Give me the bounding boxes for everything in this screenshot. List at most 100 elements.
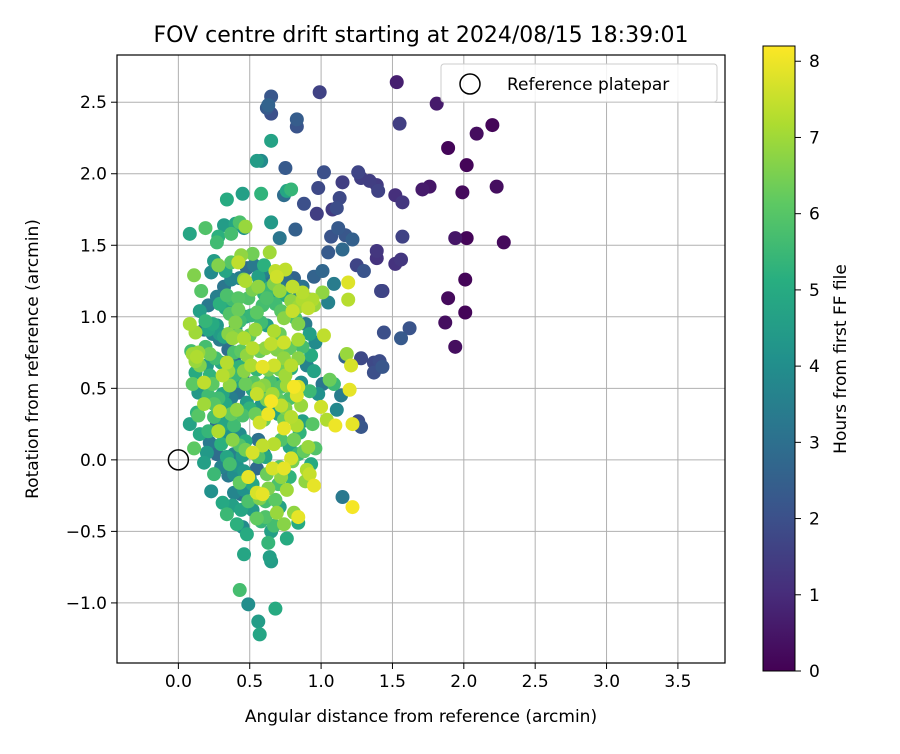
data-point — [276, 335, 291, 350]
data-point — [231, 255, 246, 270]
plot-frame — [116, 54, 726, 664]
data-point — [212, 404, 227, 419]
data-point — [248, 322, 263, 337]
data-point — [191, 408, 206, 423]
data-point — [374, 284, 389, 299]
data-point — [238, 377, 253, 392]
colorbar-tick-label: 3 — [809, 433, 820, 453]
colorbar-tick-label: 8 — [809, 52, 820, 72]
data-point — [276, 517, 291, 532]
data-point — [316, 165, 331, 180]
data-point — [458, 305, 473, 320]
data-point — [215, 368, 230, 383]
data-point — [187, 441, 202, 456]
data-point — [228, 315, 243, 330]
data-point — [269, 269, 284, 284]
data-point — [496, 235, 511, 250]
data-point — [394, 252, 409, 267]
data-point — [351, 165, 366, 180]
data-point — [392, 116, 407, 131]
data-point — [459, 158, 474, 173]
data-point — [209, 235, 224, 250]
data-point — [225, 432, 240, 447]
y-tick-label: 2.5 — [80, 93, 107, 113]
data-point — [278, 161, 293, 176]
data-point — [182, 226, 197, 241]
data-point — [304, 348, 319, 363]
data-point — [266, 324, 281, 339]
data-point — [394, 331, 409, 346]
data-point — [185, 377, 200, 392]
data-point — [245, 341, 260, 356]
data-point — [341, 292, 356, 307]
data-point — [264, 394, 279, 409]
data-point — [485, 118, 500, 133]
data-point — [255, 438, 270, 453]
data-point — [187, 268, 202, 283]
colorbar-gradient — [762, 45, 796, 672]
x-axis-label: Angular distance from reference (arcmin) — [245, 707, 597, 727]
y-tick-label: 0.5 — [80, 379, 107, 399]
data-point — [211, 258, 226, 273]
data-point — [197, 397, 212, 412]
data-point — [198, 314, 213, 329]
data-point — [301, 301, 316, 316]
data-point — [448, 231, 463, 246]
colorbar-tick-label: 6 — [809, 205, 820, 225]
data-point — [202, 346, 217, 361]
y-tick-label: 1.5 — [80, 236, 107, 256]
data-point — [345, 500, 360, 515]
data-point — [194, 284, 209, 299]
data-point — [261, 535, 276, 550]
data-point — [306, 364, 321, 379]
data-point — [402, 321, 417, 336]
legend-box — [440, 63, 718, 103]
data-point — [415, 182, 430, 197]
data-point — [182, 316, 197, 331]
data-point — [225, 331, 240, 346]
data-point — [197, 375, 212, 390]
data-point — [291, 332, 306, 347]
data-point — [329, 201, 344, 216]
data-point — [269, 505, 284, 520]
data-point — [284, 358, 299, 373]
reference-marker — [167, 449, 190, 471]
data-point — [341, 275, 356, 290]
colorbar-tick-label: 1 — [809, 586, 820, 606]
data-points — [182, 75, 511, 642]
data-point — [312, 85, 327, 100]
x-tick-label: 1.0 — [308, 672, 335, 692]
data-point — [286, 379, 301, 394]
data-point — [286, 432, 301, 447]
data-point — [237, 547, 252, 562]
data-point — [369, 243, 384, 258]
data-point — [251, 269, 266, 284]
data-point — [316, 328, 331, 343]
data-point — [259, 291, 274, 306]
data-point — [215, 495, 230, 510]
data-point — [266, 358, 281, 373]
y-tick-label: 1.0 — [80, 308, 107, 328]
data-point — [224, 226, 239, 241]
data-point — [222, 378, 237, 393]
data-point — [264, 215, 279, 230]
data-point — [237, 331, 252, 346]
data-point — [331, 221, 346, 236]
y-tick-label: 0.0 — [80, 451, 107, 471]
chart-title: FOV centre drift starting at 2024/08/15 … — [154, 23, 689, 48]
data-point — [285, 304, 300, 319]
data-point — [335, 175, 350, 190]
y-tick-label: 2.0 — [80, 165, 107, 185]
data-point — [448, 339, 463, 354]
data-point — [375, 359, 390, 374]
data-point — [296, 196, 311, 211]
data-point — [235, 186, 250, 201]
x-tick-label: 3.0 — [593, 672, 620, 692]
data-point — [239, 527, 254, 542]
data-point — [302, 384, 317, 399]
data-point — [257, 258, 272, 273]
data-point — [284, 451, 299, 466]
data-point — [252, 415, 267, 430]
data-point — [345, 417, 360, 432]
data-point — [268, 601, 283, 616]
